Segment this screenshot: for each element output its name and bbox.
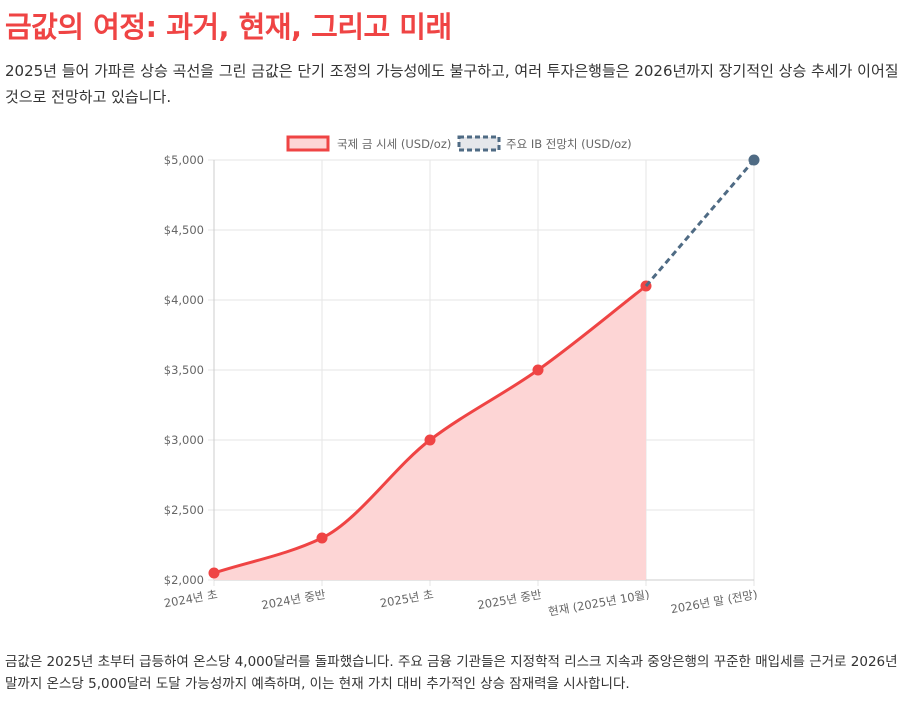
y-tick-label: $3,000 xyxy=(164,433,204,447)
series-0-point xyxy=(424,434,436,446)
y-tick-label: $2,500 xyxy=(164,503,204,517)
x-tick-label: 2025년 중반 xyxy=(476,587,543,612)
y-tick-label: $4,500 xyxy=(164,223,204,237)
chart-series xyxy=(208,154,760,580)
legend-label-0: 국제 금 시세 (USD/oz) xyxy=(337,137,451,151)
chart-legend: 국제 금 시세 (USD/oz) 주요 IB 전망치 (USD/oz) xyxy=(286,135,632,152)
x-tick-label: 2024년 중반 xyxy=(260,587,327,612)
y-tick-label: $2,000 xyxy=(164,573,204,587)
y-tick-label: $5,000 xyxy=(164,153,204,167)
series-1-line xyxy=(644,159,756,287)
series-0-point xyxy=(532,364,544,376)
y-tick-label: $4,000 xyxy=(164,293,204,307)
x-tick-label: 2025년 초 xyxy=(379,587,435,610)
chart-grid xyxy=(208,159,755,586)
footer-text: 금값은 2025년 초부터 급등하여 온스당 4,000달러를 돌파했습니다. … xyxy=(5,654,898,692)
x-axis: 2024년 초 2024년 중반 2025년 초 2025년 중반 현재 (2025년 … xyxy=(163,587,759,619)
series-0-point xyxy=(208,567,220,579)
series-0-point xyxy=(316,532,328,544)
legend-swatch-0 xyxy=(286,135,330,152)
y-axis: $2,000 $2,500 $3,000 $3,500 $4,000 $4,500 $5,0… xyxy=(164,153,204,587)
series-1-point xyxy=(748,154,760,166)
gold-price-chart: 국제 금 시세 (USD/oz) 주요 IB 전망치 (USD/oz) $2,00… xyxy=(163,135,760,619)
legend-swatch-1 xyxy=(457,135,501,152)
x-tick-label: 현재 (2025년 10월) xyxy=(547,587,650,619)
x-tick-label: 2026년 말 (전망) xyxy=(670,587,759,616)
legend-label-1: 주요 IB 전망치 (USD/oz) xyxy=(506,137,632,151)
intro-text: 2025년 들어 가파른 상승 곡선을 그린 금값은 단기 조정의 가능성에도 … xyxy=(5,62,899,106)
page-title: 금값의 여정: 과거, 현재, 그리고 미래 xyxy=(5,10,452,44)
x-tick-label: 2024년 초 xyxy=(163,587,219,610)
y-tick-label: $3,500 xyxy=(164,363,204,377)
series-0-area xyxy=(214,286,646,580)
